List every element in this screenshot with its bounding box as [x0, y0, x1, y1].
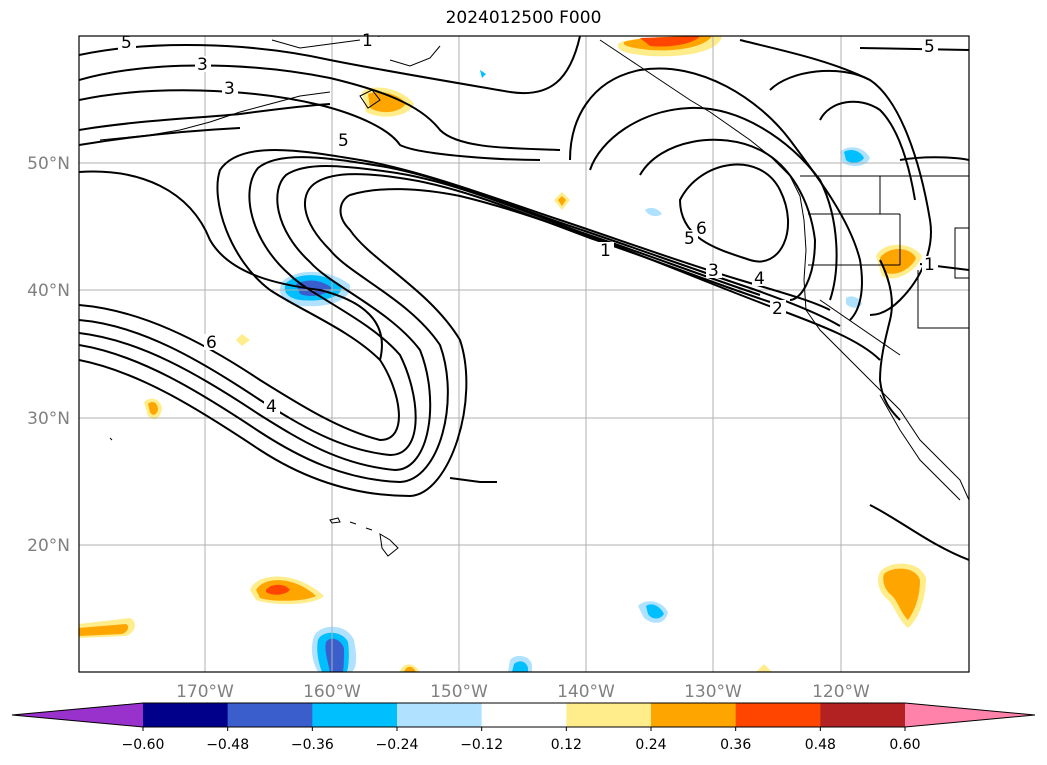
- lat-label-40n: 40°N: [27, 281, 70, 301]
- contour-label: 1: [362, 31, 373, 51]
- longitude-labels: 170°W 160°W 150°W 140°W 130°W 120°W: [176, 682, 870, 702]
- colorbar-segment: [312, 703, 398, 727]
- us-west-coast: [799, 195, 969, 501]
- contour-label: 3: [197, 55, 208, 75]
- contour-label: 5: [121, 33, 132, 53]
- lat-label-30n: 30°N: [27, 409, 70, 429]
- colorbar-tick-label: −0.24: [376, 737, 419, 753]
- contour-label: 1: [924, 255, 935, 275]
- contour-main-ridge: [79, 149, 831, 442]
- contour-label: 3: [708, 261, 719, 281]
- colorbar-extend-high: [905, 703, 1035, 727]
- contour-label: 6: [206, 333, 217, 353]
- colorbar-segment: [397, 703, 483, 727]
- contour-label: 4: [754, 269, 765, 289]
- lon-label-150w: 150°W: [430, 682, 488, 702]
- contour-labels: 5 3 3 1 5 6 5 1 3 4 2 6 4 5 1: [118, 31, 938, 417]
- lon-label-120w: 120°W: [812, 682, 870, 702]
- map-frame: [78, 35, 970, 673]
- map-title: 2024012500 F000: [445, 8, 602, 28]
- colorbar-segment: [566, 703, 652, 727]
- contours: [79, 36, 969, 561]
- colorbar-segment: [227, 703, 313, 727]
- colorbar-tick-label: 0.36: [720, 737, 751, 753]
- contour-label: 1: [600, 241, 611, 261]
- hawaii: [329, 517, 399, 557]
- lon-label-160w: 160°W: [303, 682, 361, 702]
- colorbar-segment: [481, 703, 567, 727]
- colorbar-tick-label: 0.60: [889, 737, 920, 753]
- gridlines: [79, 36, 969, 672]
- contour-label: 3: [224, 79, 235, 99]
- colorbar-tick-label: 0.12: [551, 737, 582, 753]
- contour-label: 5: [338, 131, 349, 151]
- colorbar-extend-low: [12, 703, 143, 727]
- baja: [879, 394, 961, 501]
- contour-label: 5: [924, 37, 935, 57]
- lon-label-130w: 130°W: [684, 682, 742, 702]
- contour-label: 4: [266, 397, 277, 417]
- colorbar-segment: [820, 703, 906, 727]
- lon-label-140w: 140°W: [557, 682, 615, 702]
- colorbar-tick-label: −0.12: [460, 737, 503, 753]
- colorbar-tick-label: −0.36: [291, 737, 334, 753]
- colorbar-segment: [735, 703, 821, 727]
- colorbar-segment: [651, 703, 737, 727]
- state-border: [808, 213, 969, 356]
- contour-label: 5: [684, 229, 695, 249]
- colorbar: −0.60 −0.48 −0.36 −0.24 −0.12 0.12 0.24 0.36 0.4…: [11, 702, 1036, 753]
- lat-label-20n: 20°N: [27, 536, 70, 556]
- latitude-labels: 50°N 40°N 30°N 20°N: [27, 154, 70, 556]
- contour-label: 2: [772, 299, 783, 319]
- lat-label-50n: 50°N: [27, 154, 70, 174]
- contour-closed-low: [678, 163, 789, 263]
- lon-label-170w: 170°W: [176, 682, 234, 702]
- contour-label: 6: [696, 219, 707, 239]
- colorbar-tick-label: −0.60: [122, 737, 165, 753]
- shaded-anomalies: [79, 36, 926, 672]
- colorbar-tick-label: 0.24: [635, 737, 666, 753]
- colorbar-segment: [143, 703, 229, 727]
- colorbar-tick-label: 0.48: [805, 737, 836, 753]
- colorbar-tick-label: −0.48: [206, 737, 249, 753]
